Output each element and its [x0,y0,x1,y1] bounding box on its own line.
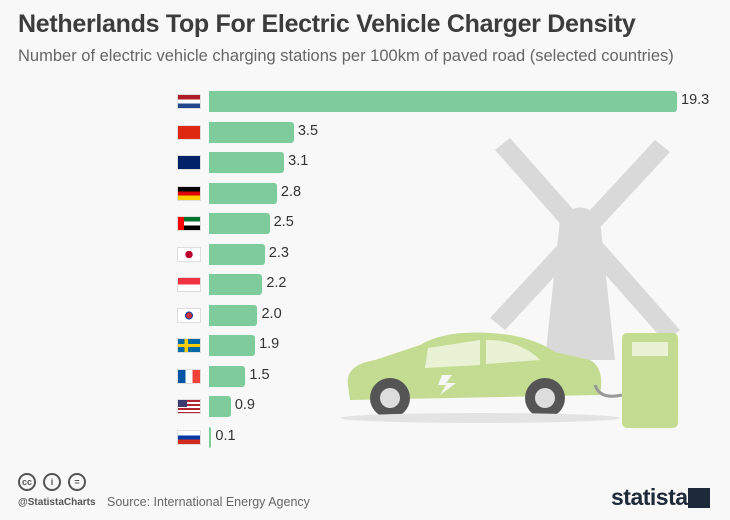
bar [209,396,231,417]
china-flag-icon [177,124,201,140]
attribution-icon[interactable]: i [43,473,61,491]
value-label: 2.2 [266,275,287,291]
chart-title: Netherlands Top For Electric Vehicle Cha… [18,10,636,38]
value-label: 1.5 [249,366,270,383]
uk-flag-icon [177,155,201,170]
windmill-icon [490,138,680,360]
no-derivatives-icon[interactable]: = [68,473,86,491]
usa-flag-icon [177,399,201,414]
uae-flag-icon [177,216,201,231]
statista-logo[interactable]: statista [611,484,688,510]
value-label: 19.3 [681,92,710,108]
bar [209,182,277,204]
bar [209,121,294,143]
singapore-flag-icon [177,277,201,292]
value-label: 0.9 [234,397,255,413]
bar [209,304,258,326]
bar [209,91,677,112]
bar [209,365,246,387]
russia-flag-icon [177,429,201,445]
value-label: 3.1 [288,153,309,169]
value-label: 2.0 [261,305,282,322]
chart-subtitle: Number of electric vehicle charging stat… [18,47,674,65]
bar [209,213,270,234]
value-label: 2.3 [268,244,289,261]
netherlands-flag-icon [177,94,201,109]
japan-flag-icon [177,246,201,262]
france-flag-icon [177,368,201,384]
bar [209,426,212,448]
germany-flag-icon [177,185,201,201]
value-label: 2.5 [273,214,294,230]
bar [209,243,265,265]
bar [209,274,263,295]
car-icon [340,332,620,423]
value-label: 0.1 [215,427,236,444]
sweden-flag-icon [177,338,201,353]
value-label: 2.8 [280,183,302,200]
source-note: Source: International Energy Agency [107,495,310,509]
bar [209,335,256,356]
charger-icon [593,333,678,428]
statista-logo-mark-icon [688,488,710,508]
statista-handle[interactable]: @StatistaCharts [18,497,96,508]
value-label: 1.9 [259,336,280,352]
cc-license-icon[interactable]: cc [18,473,36,491]
bar [209,152,285,173]
south-korea-flag-icon [177,307,201,323]
value-label: 3.5 [297,122,319,139]
